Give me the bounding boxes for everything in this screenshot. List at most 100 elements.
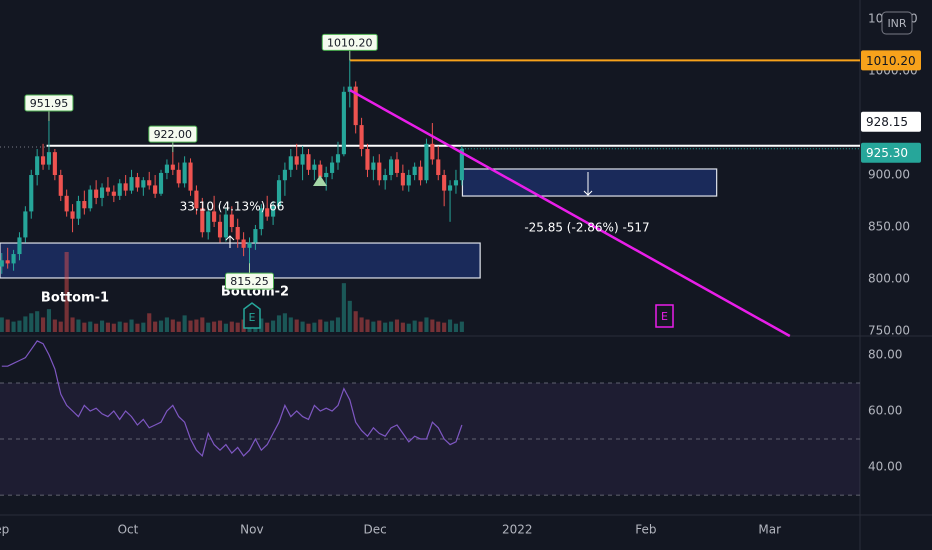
candle-body xyxy=(389,159,394,176)
candle-body xyxy=(23,211,28,238)
price-tick-label: 850.00 xyxy=(868,220,910,234)
price-tick-label: 900.00 xyxy=(868,168,910,182)
candle-body xyxy=(206,211,211,233)
volume-bar xyxy=(371,321,376,332)
volume-bar xyxy=(389,321,394,332)
candle-body xyxy=(64,195,69,212)
volume-bar xyxy=(188,320,193,332)
time-tick-label: Nov xyxy=(240,523,263,537)
volume-bar xyxy=(276,315,282,332)
volume-bar xyxy=(194,319,199,332)
candle-body xyxy=(318,164,323,178)
volume-bar xyxy=(312,322,317,332)
volume-bar xyxy=(52,319,57,332)
candle-body xyxy=(164,164,169,173)
volume-bar xyxy=(424,317,429,332)
candle-body xyxy=(282,169,287,181)
volume-bar xyxy=(347,300,352,332)
time-tick-label: 2022 xyxy=(502,523,533,537)
candle-body xyxy=(247,242,252,248)
volume-bar xyxy=(23,316,28,332)
candle-body xyxy=(253,229,258,243)
volume-bar xyxy=(341,283,346,332)
signal-marker xyxy=(313,175,327,186)
time-tick-label: Feb xyxy=(635,523,656,537)
candle-body xyxy=(400,172,405,186)
volume-bar xyxy=(117,321,122,332)
volume-bar xyxy=(324,321,329,332)
candle-body xyxy=(82,201,87,209)
rsi-tick-label: 40.00 xyxy=(868,460,902,474)
volume-bar xyxy=(259,318,264,332)
volume-bar xyxy=(141,322,146,332)
event-icon xyxy=(655,304,674,328)
callout-label: 951.95 xyxy=(30,97,69,110)
candle-body xyxy=(406,175,411,186)
candle-body xyxy=(182,162,187,184)
candle-body xyxy=(335,154,341,163)
rsi-tick-label: 80.00 xyxy=(868,347,902,361)
candle-body xyxy=(294,156,299,165)
measure-label: -25.85 (-2.86%) -517 xyxy=(524,221,649,235)
range-box xyxy=(0,242,481,279)
candle-body xyxy=(241,239,246,248)
event-icon xyxy=(243,302,261,329)
candle-body xyxy=(330,162,335,173)
volume-bar xyxy=(406,323,411,332)
measure-arrow xyxy=(225,235,235,248)
callout-box xyxy=(321,33,378,51)
volume-bar xyxy=(353,311,358,332)
candle-body xyxy=(94,189,99,198)
rsi-tick-label: 60.00 xyxy=(868,404,902,418)
volume-bar xyxy=(76,319,81,332)
volume-bar xyxy=(430,319,435,332)
volume-bar xyxy=(442,322,447,332)
volume-bar xyxy=(5,319,10,332)
volume-bar xyxy=(11,321,16,332)
candle-body xyxy=(229,214,234,228)
candle-body xyxy=(99,187,105,198)
volume-bar xyxy=(271,320,276,332)
candle-body xyxy=(5,260,10,264)
volume-bar xyxy=(377,320,382,332)
volume-bar xyxy=(400,322,405,332)
callout-label: 922.00 xyxy=(154,128,193,141)
measure-label: 33.10 (4.13%) 66 xyxy=(180,200,285,214)
candle-body xyxy=(141,180,146,188)
volume-bar xyxy=(64,252,69,332)
trendline xyxy=(349,88,791,338)
volume-bar xyxy=(17,320,22,332)
volume-bar xyxy=(206,322,211,332)
volume-bar xyxy=(105,322,111,332)
candle-body xyxy=(58,175,63,196)
candle-body xyxy=(76,201,81,219)
callout-box xyxy=(24,94,74,112)
candle-body xyxy=(394,159,400,173)
candle-body xyxy=(170,164,175,170)
candle-body xyxy=(46,152,52,165)
candle-body xyxy=(288,156,293,170)
price-box xyxy=(861,142,921,163)
candle-body xyxy=(324,172,329,178)
volume-bar xyxy=(200,317,205,332)
volume-bar xyxy=(300,321,305,332)
measure-arrow xyxy=(583,172,593,196)
candle-body xyxy=(200,208,205,233)
volume-bar xyxy=(294,319,299,332)
volume-bar xyxy=(306,323,311,332)
volume-bar xyxy=(70,317,75,332)
candle-body xyxy=(312,164,317,170)
candle-body xyxy=(88,189,93,209)
volume-bar xyxy=(365,319,370,332)
volume-bar xyxy=(330,320,335,332)
volume-bar xyxy=(217,320,223,332)
volume-bar xyxy=(82,322,87,332)
candle-body xyxy=(300,154,305,165)
time-tick-label: ep xyxy=(0,523,9,537)
volume-bar xyxy=(265,322,270,332)
volume-bar xyxy=(412,320,417,332)
candle-body xyxy=(377,162,382,181)
candle-body xyxy=(459,148,464,181)
volume-bar xyxy=(158,320,164,332)
volume-bar xyxy=(223,323,228,332)
